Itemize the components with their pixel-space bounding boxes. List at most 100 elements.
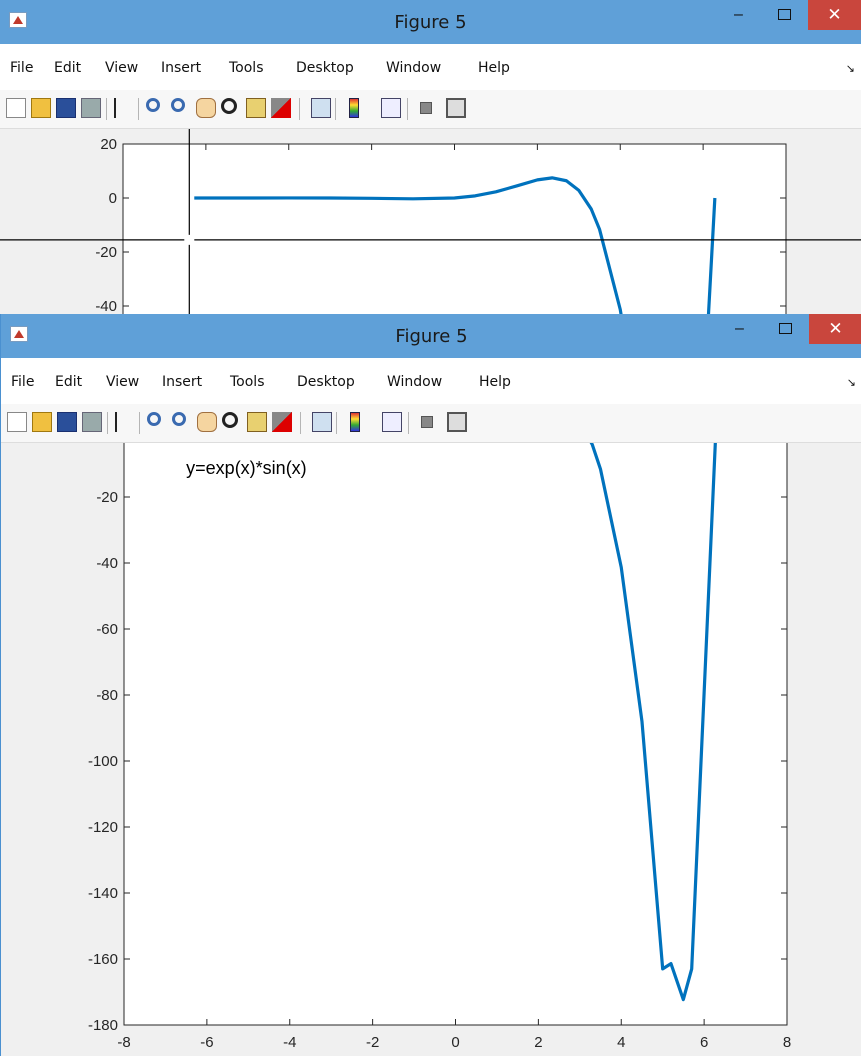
pan-hand-icon[interactable]	[197, 412, 217, 432]
toolbar-separator	[139, 412, 140, 434]
menu-tools[interactable]: Tools	[229, 60, 264, 76]
plot-axes[interactable]	[123, 364, 788, 1026]
legend-icon[interactable]	[382, 412, 402, 432]
zoom-plot: 20 0 -20 -40	[0, 129, 861, 314]
menu-file[interactable]: File	[10, 60, 34, 76]
toolbar-separator	[335, 98, 336, 120]
menu-window[interactable]: Window	[386, 60, 442, 76]
menu-tools[interactable]: Tools	[230, 374, 265, 390]
menu-help[interactable]: Help	[478, 60, 510, 76]
y-tick-label: -80	[96, 687, 118, 704]
menu-file[interactable]: File	[11, 374, 35, 390]
minimize-button[interactable]: –	[734, 6, 743, 23]
minimize-button[interactable]: –	[735, 320, 744, 337]
annotation-text: y=exp(x)*sin(x)	[186, 458, 307, 478]
zoom-in-icon[interactable]	[146, 98, 160, 112]
x-tick-label: -4	[283, 1034, 296, 1051]
legend-icon[interactable]	[381, 98, 401, 118]
save-icon[interactable]	[56, 98, 76, 118]
menu-desktop[interactable]: Desktop	[297, 374, 355, 390]
toolbar-separator	[106, 98, 107, 120]
title-bar[interactable]: Figure 5 – ✕	[0, 0, 861, 44]
title-bar[interactable]: Figure 5 – ✕	[1, 314, 861, 358]
y-tick-label: 20	[100, 136, 117, 153]
x-tick-label: -8	[117, 1034, 130, 1051]
colorbar-icon[interactable]	[349, 98, 359, 118]
dock-arrow-icon[interactable]: ↘	[846, 377, 856, 389]
toolbar	[1, 404, 861, 443]
zoom-out-icon[interactable]	[172, 412, 186, 426]
zoom-out-icon[interactable]	[171, 98, 185, 112]
menu-insert[interactable]: Insert	[161, 60, 202, 76]
data-cursor-icon[interactable]	[246, 98, 266, 118]
show-plot-tools-icon[interactable]	[446, 98, 466, 118]
toolbar-separator	[408, 412, 409, 434]
y-tick-label: -120	[88, 819, 118, 836]
edit-plot-arrow-icon[interactable]	[115, 412, 123, 432]
menu-bar: File Edit View Insert Tools Desktop Wind…	[0, 44, 861, 90]
y-tick-label: -20	[95, 244, 117, 261]
brush-icon[interactable]	[272, 412, 292, 432]
save-icon[interactable]	[57, 412, 77, 432]
edit-plot-arrow-icon[interactable]	[114, 98, 122, 118]
figure-window-front: Figure 5 – ✕ File Edit View Insert Tools…	[0, 314, 861, 1056]
x-tick-label: 0	[451, 1034, 459, 1051]
menu-help[interactable]: Help	[479, 374, 511, 390]
close-button[interactable]: ✕	[808, 0, 861, 30]
x-tick-label: 2	[534, 1034, 542, 1051]
toolbar-separator	[299, 98, 300, 120]
maximize-button[interactable]	[763, 314, 808, 344]
brush-icon[interactable]	[271, 98, 291, 118]
new-figure-icon[interactable]	[6, 98, 26, 118]
menu-edit[interactable]: Edit	[55, 374, 83, 390]
toolbar-separator	[138, 98, 139, 120]
x-tick-label: 6	[700, 1034, 708, 1051]
series-line[interactable]	[194, 176, 717, 314]
link-plot-icon[interactable]	[311, 98, 331, 118]
menu-insert[interactable]: Insert	[162, 374, 203, 390]
zoom-in-icon[interactable]	[147, 412, 161, 426]
figure-window-back: Figure 5 – ✕ File Edit View Insert Tools…	[0, 0, 861, 314]
show-plot-tools-icon[interactable]	[447, 412, 467, 432]
maximize-button[interactable]	[762, 0, 807, 30]
open-file-icon[interactable]	[32, 412, 52, 432]
plot-axes[interactable]	[122, 143, 787, 314]
menu-window[interactable]: Window	[387, 374, 443, 390]
colorbar-icon[interactable]	[350, 412, 360, 432]
toolbar-separator	[407, 98, 408, 120]
x-tick-label: 8	[783, 1034, 791, 1051]
menu-view[interactable]: View	[105, 60, 139, 76]
close-button[interactable]: ✕	[809, 314, 861, 344]
main-plot: -8-6-4-202468200-20-40-60-80-100-120-140…	[88, 357, 791, 1051]
y-tick-label: -140	[88, 885, 118, 902]
toolbar-separator	[336, 412, 337, 434]
rotate-3d-icon[interactable]	[221, 98, 237, 114]
maximize-icon	[779, 323, 792, 334]
y-tick-label: -40	[95, 298, 117, 314]
rotate-3d-icon[interactable]	[222, 412, 238, 428]
toolbar-separator	[300, 412, 301, 434]
data-cursor-icon[interactable]	[247, 412, 267, 432]
figure-area: -8-6-4-202468200-20-40-60-80-100-120-140…	[1, 357, 861, 1056]
toolbar-separator	[107, 412, 108, 434]
print-icon[interactable]	[81, 98, 101, 118]
print-icon[interactable]	[82, 412, 102, 432]
menu-bar: File Edit View Insert Tools Desktop Wind…	[1, 358, 861, 404]
x-tick-label: -6	[200, 1034, 213, 1051]
toolbar	[0, 90, 861, 129]
window-title: Figure 5	[395, 326, 468, 347]
menu-edit[interactable]: Edit	[54, 60, 82, 76]
dock-arrow-icon[interactable]: ↘	[845, 63, 855, 75]
open-file-icon[interactable]	[31, 98, 51, 118]
menu-view[interactable]: View	[106, 374, 140, 390]
new-figure-icon[interactable]	[7, 412, 27, 432]
link-plot-icon[interactable]	[312, 412, 332, 432]
y-tick-label: -40	[96, 555, 118, 572]
pan-hand-icon[interactable]	[196, 98, 216, 118]
hide-plot-tools-icon[interactable]	[420, 102, 432, 114]
menu-desktop[interactable]: Desktop	[296, 60, 354, 76]
figure-area: 20 0 -20 -40	[0, 129, 861, 314]
y-tick-label: -180	[88, 1017, 118, 1034]
y-tick-label: -20	[96, 489, 118, 506]
hide-plot-tools-icon[interactable]	[421, 416, 433, 428]
